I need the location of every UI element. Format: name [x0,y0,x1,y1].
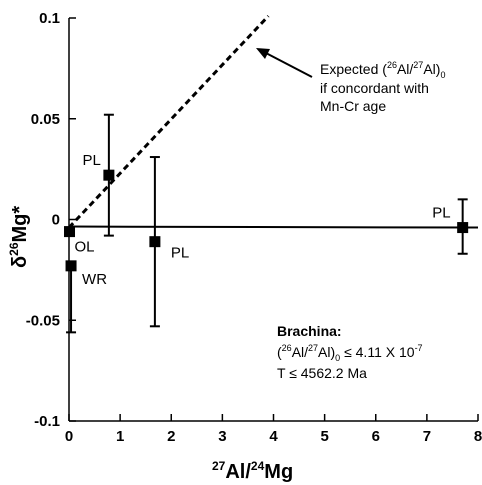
point-label: PL [83,152,101,169]
point-marker [65,260,77,272]
x-tick-label: 7 [423,428,431,445]
expected-annotation-line2: if concordant with [320,80,429,96]
result-line3: T ≤ 4562.2 Ma [277,365,367,381]
y-tick-label: -0.1 [34,413,60,430]
data-point: WR [65,260,107,334]
y-tick-label: -0.05 [26,312,60,329]
x-axis-label: 27Al/24Mg [212,459,293,483]
points-layer: OL WR PL PL PL [64,113,469,334]
annotation-arrow [256,48,313,78]
x-tick-label: 4 [269,428,278,445]
data-point: PL [432,198,469,255]
fit-line [68,225,479,229]
data-point: PL [149,156,189,328]
x-tick-label: 8 [474,428,482,445]
point-label: PL [171,245,189,262]
result-title: Brachina: [277,323,342,339]
x-tick-label: 2 [167,428,175,445]
expected-annotation-line3: Mn-Cr age [320,98,386,114]
point-marker [457,222,469,234]
lines-layer [67,14,479,229]
point-label: WR [82,271,107,288]
point-label: PL [432,205,450,222]
data-point: OL [64,226,95,256]
x-tick-label: 5 [320,428,328,445]
y-ticks: 0.1 0.05 0 -0.05 -0.1 [26,10,76,430]
x-ticks: 0 1 2 3 4 5 6 7 8 [65,414,482,445]
expected-isochron-line [67,14,270,229]
point-marker [149,236,161,248]
x-tick-label: 0 [65,428,73,445]
y-tick-label: 0.1 [39,10,60,27]
point-marker [103,169,115,181]
x-tick-label: 1 [116,428,124,445]
point-marker [64,226,76,238]
point-label: OL [75,239,95,256]
x-tick-label: 3 [218,428,226,445]
result-line2: (26Al/27Al)0 ≤ 4.11 X 10-7 [277,343,423,363]
data-point: PL [83,113,115,237]
y-tick-label: 0.05 [31,111,60,128]
y-axis-label: δ26Mg* [7,206,31,268]
y-tick-label: 0 [52,212,60,229]
expected-annotation-line1: Expected (26Al/27Al)0 [320,60,445,80]
x-tick-label: 6 [372,428,380,445]
